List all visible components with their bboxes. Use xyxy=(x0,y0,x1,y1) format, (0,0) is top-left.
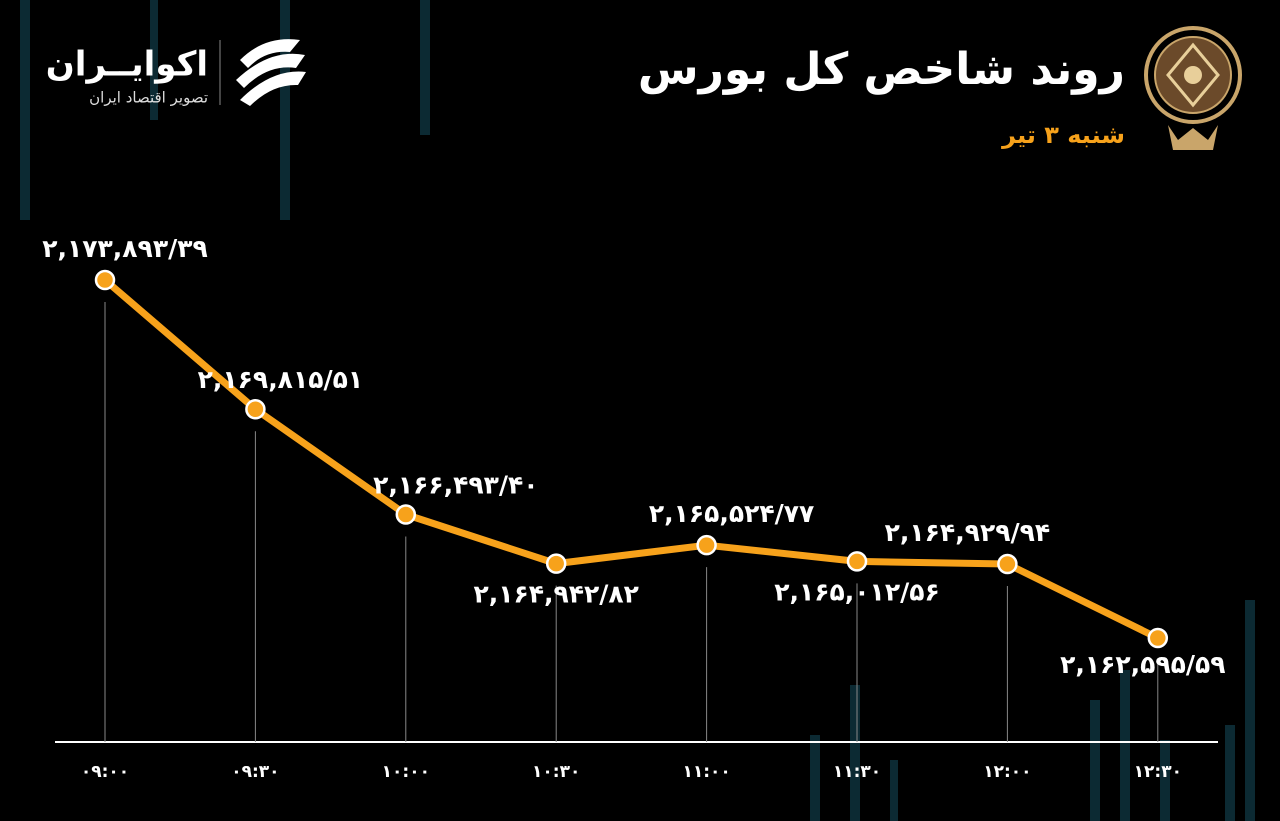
chart-title: روند شاخص کل بورس xyxy=(638,44,1125,95)
data-label: ۲,۱۶۵,۵۲۴/۷۷ xyxy=(649,499,814,528)
chart-subtitle: شنبه ۳ تیر xyxy=(1001,121,1125,149)
data-point xyxy=(997,553,1018,575)
x-tick-label: ۰۹:۳۰ xyxy=(231,762,279,782)
data-point xyxy=(545,553,567,574)
data-point xyxy=(846,551,868,572)
data-point xyxy=(94,269,116,291)
data-label: ۲,۱۷۳,۸۹۳/۳۹ xyxy=(42,234,207,263)
x-tick-label: ۱۱:۳۰ xyxy=(833,762,881,782)
emblem xyxy=(1144,26,1242,150)
background-bars xyxy=(20,0,1255,821)
x-tick-label: ۱۰:۳۰ xyxy=(532,762,580,782)
data-point xyxy=(696,534,717,556)
brand-tagline: تصویر اقتصاد ایران xyxy=(89,89,208,107)
x-tick-label: ۰۹:۰۰ xyxy=(81,762,129,782)
data-label: ۲,۱۶۴,۹۲۹/۹۴ xyxy=(885,518,1050,547)
logo xyxy=(219,39,306,106)
data-label: ۲,۱۶۶,۴۹۳/۴۰ xyxy=(373,470,538,499)
data-point xyxy=(245,398,266,420)
data-label: ۲,۱۶۵,۰۱۲/۵۶ xyxy=(774,577,939,606)
x-tick-label: ۱۱:۰۰ xyxy=(682,762,730,782)
data-point xyxy=(1147,627,1169,649)
data-label: ۲,۱۶۲,۵۹۵/۵۹ xyxy=(1060,650,1225,679)
data-point xyxy=(395,504,417,525)
x-tick-label: ۱۲:۰۰ xyxy=(983,762,1031,782)
series-line xyxy=(102,277,1160,642)
x-tick-label: ۱۰:۰۰ xyxy=(382,762,430,782)
data-label: ۲,۱۶۹,۸۱۵/۵۱ xyxy=(198,365,363,394)
brand-name: اکوایــران xyxy=(46,45,208,85)
x-tick-label: ۱۲:۳۰ xyxy=(1134,762,1182,782)
data-label: ۲,۱۶۴,۹۴۲/۸۲ xyxy=(473,580,638,609)
